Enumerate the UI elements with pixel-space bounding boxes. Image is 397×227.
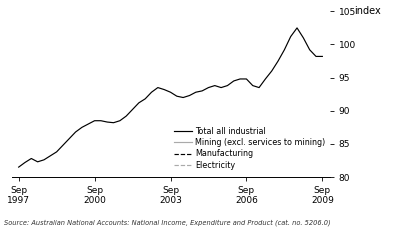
Legend: Total all industrial, Mining (excl. services to mining), Manufacturing, Electric: Total all industrial, Mining (excl. serv… — [174, 127, 326, 170]
Y-axis label: index: index — [354, 6, 381, 16]
Text: Source: Australian National Accounts: National Income, Expenditure and Product (: Source: Australian National Accounts: Na… — [4, 220, 331, 226]
